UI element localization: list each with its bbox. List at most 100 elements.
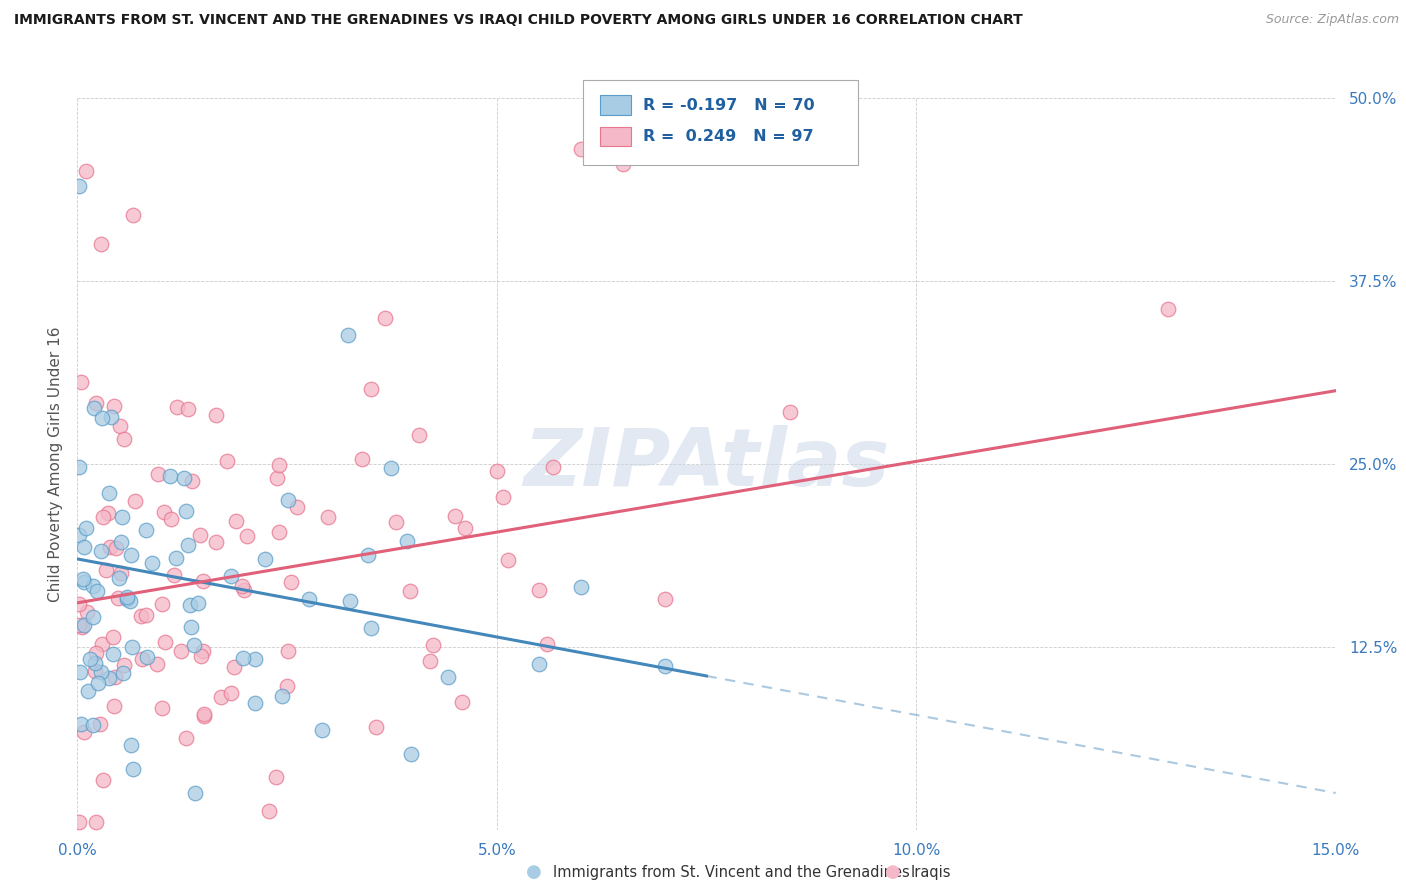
Point [277, 492, 299, 507]
Point [122, 762, 145, 776]
Text: R = -0.197   N = 70: R = -0.197 N = 70 [643, 98, 814, 112]
Point [298, 592, 321, 607]
Point [179, 598, 201, 612]
Point [527, 583, 550, 598]
Point [146, 467, 169, 482]
Point [155, 634, 177, 648]
Point [159, 468, 181, 483]
Point [654, 658, 676, 673]
Point [270, 690, 292, 704]
Point [492, 490, 515, 504]
Point [269, 524, 291, 539]
Point [108, 570, 131, 584]
Point [231, 579, 253, 593]
Point [114, 432, 136, 446]
Point [83, 665, 105, 679]
Point [67, 460, 90, 475]
Point [654, 592, 676, 607]
Point [111, 510, 134, 524]
Point [187, 595, 209, 609]
Point [350, 452, 373, 467]
Point [93, 772, 115, 787]
Point [399, 583, 422, 598]
Point [163, 568, 186, 582]
Point [527, 657, 550, 671]
Point [285, 500, 308, 514]
Point [280, 574, 302, 589]
Point [232, 650, 254, 665]
Text: ZIPAtlas: ZIPAtlas [523, 425, 890, 503]
Point [101, 630, 124, 644]
Point [79, 652, 101, 666]
Point [396, 533, 419, 548]
Point [205, 409, 228, 423]
Point [67, 178, 90, 193]
Text: Source: ZipAtlas.com: Source: ZipAtlas.com [1265, 13, 1399, 27]
Point [419, 654, 441, 668]
Point [121, 640, 143, 655]
Point [232, 583, 254, 598]
Text: Immigrants from St. Vincent and the Grenadines: Immigrants from St. Vincent and the Gren… [553, 865, 910, 880]
Point [86, 583, 108, 598]
Point [86, 815, 108, 830]
Point [259, 805, 281, 819]
Point [569, 142, 592, 156]
Point [141, 556, 163, 570]
Point [453, 521, 475, 535]
Point [103, 399, 125, 413]
Point [219, 569, 242, 583]
Point [339, 594, 361, 608]
Point [121, 208, 143, 222]
Point [120, 738, 142, 752]
Point [180, 474, 202, 488]
Point [221, 686, 243, 700]
Point [76, 605, 98, 619]
Point [90, 665, 112, 680]
Point [70, 375, 93, 389]
Point [399, 747, 422, 761]
Point [117, 590, 139, 604]
Point [177, 402, 200, 417]
Point [316, 510, 339, 524]
Point [169, 644, 191, 658]
Point [90, 637, 112, 651]
Point [67, 597, 90, 611]
Point [165, 551, 187, 566]
Point [146, 657, 169, 671]
Point [84, 656, 107, 670]
Point [150, 597, 173, 611]
Point [385, 515, 408, 529]
Point [264, 770, 287, 784]
Point [485, 464, 508, 478]
Point [267, 458, 290, 473]
Text: ●: ● [884, 863, 901, 881]
Text: IMMIGRANTS FROM ST. VINCENT AND THE GRENADINES VS IRAQI CHILD POVERTY AMONG GIRL: IMMIGRANTS FROM ST. VINCENT AND THE GREN… [14, 13, 1022, 28]
Point [110, 566, 132, 580]
Point [98, 671, 121, 685]
Point [103, 699, 125, 714]
Point [100, 409, 122, 424]
Point [243, 696, 266, 710]
Point [422, 638, 444, 652]
Point [360, 621, 382, 635]
Text: R =  0.249   N = 97: R = 0.249 N = 97 [643, 129, 813, 144]
Point [188, 528, 211, 542]
Point [190, 649, 212, 664]
Point [160, 512, 183, 526]
Point [73, 540, 96, 554]
Point [191, 644, 214, 658]
Point [408, 427, 430, 442]
Point [191, 574, 214, 588]
Point [177, 538, 200, 552]
Text: ●: ● [526, 863, 543, 881]
Point [235, 528, 257, 542]
Point [193, 708, 215, 723]
Point [124, 494, 146, 508]
Point [72, 724, 94, 739]
Point [94, 563, 117, 577]
Point [67, 618, 90, 632]
Point [82, 579, 104, 593]
Point [1157, 302, 1180, 317]
Point [97, 506, 120, 520]
Point [73, 574, 96, 589]
